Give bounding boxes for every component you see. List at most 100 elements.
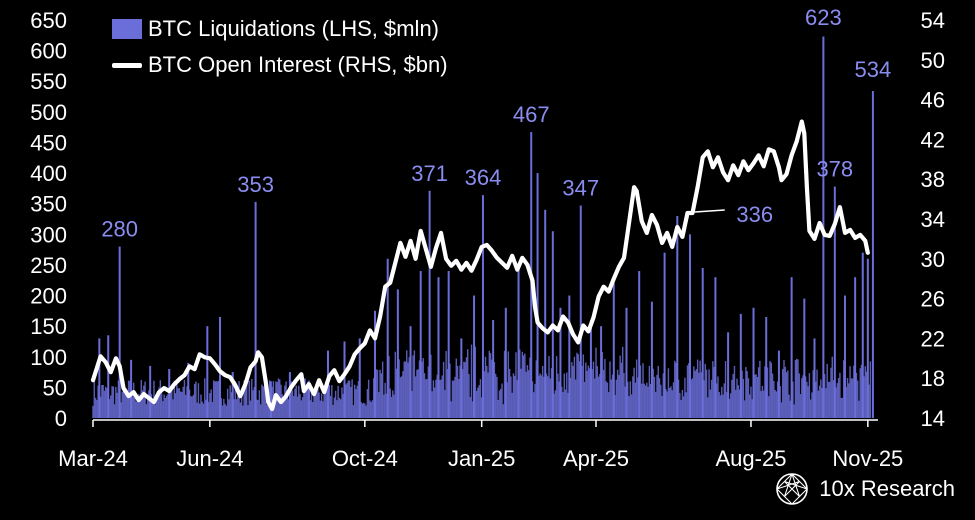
liquidation-bar — [396, 289, 399, 418]
liquidation-bar-background — [361, 403, 363, 418]
liquidation-bar-background — [843, 360, 845, 418]
liquidation-bar-background — [474, 346, 477, 418]
liquidation-bar-background — [296, 396, 299, 418]
liquidation-bar — [790, 277, 793, 418]
liquidation-bar-background — [563, 373, 565, 418]
liquidation-bar-background — [578, 361, 581, 418]
right-axis-tick-label: 38 — [921, 167, 945, 192]
liquidation-bar-background — [525, 371, 527, 418]
liquidation-bar-background — [331, 385, 333, 418]
liquidation-bar-background — [708, 369, 710, 418]
liquidation-bar-background — [301, 397, 304, 418]
liquidation-bar-background — [845, 387, 847, 418]
liquidation-bar-background — [541, 366, 544, 418]
liquidation-bar — [544, 209, 547, 418]
liquidation-bar-background — [446, 369, 449, 418]
liquidation-bar-background — [660, 384, 662, 418]
liquidation-bar-background — [662, 373, 665, 418]
liquidation-bar-background — [604, 358, 606, 418]
liquidation-bar-background — [514, 375, 516, 418]
liquidation-bar-background — [136, 397, 139, 418]
liquidation-bar-background — [257, 399, 259, 418]
liquidation-bar-background — [704, 363, 706, 418]
liquidation-bar-background — [454, 376, 456, 418]
liquidation-bar-background — [345, 384, 347, 418]
liquidation-bar-background — [182, 386, 184, 418]
liquidation-bar-background — [389, 388, 391, 418]
liquidation-bar-background — [392, 390, 394, 418]
liquidation-bar-background — [841, 397, 844, 418]
liquidation-bar-background — [557, 373, 559, 418]
right-axis-tick-label: 14 — [921, 406, 945, 431]
liquidation-bar-background — [484, 356, 487, 418]
liquidation-bar-background — [540, 375, 543, 418]
liquidation-bar — [447, 271, 450, 418]
liquidation-bar-background — [743, 400, 746, 418]
liquidation-bar-background — [719, 395, 722, 418]
liquidation-bar-background — [342, 393, 344, 418]
liquidation-bar-background — [350, 386, 352, 418]
liquidation-bar — [843, 295, 846, 418]
liquidation-bar-background — [399, 377, 402, 418]
liquidation-bar-background — [425, 379, 427, 418]
liquidation-bar-background — [783, 359, 785, 418]
liquidation-bar-background — [239, 402, 242, 418]
liquidation-bar — [689, 234, 692, 418]
liquidation-bar — [663, 252, 666, 418]
liquidation-bar-background — [120, 402, 122, 418]
liquidation-bar-background — [863, 376, 865, 418]
liquidation-bar-background — [493, 361, 496, 418]
liquidation-bar-background — [346, 383, 348, 418]
liquidation-bar-background — [829, 381, 831, 418]
liquidation-bar-background — [610, 379, 612, 418]
liquidation-bar-background — [155, 395, 158, 418]
liquidation-bar-background — [827, 381, 830, 418]
globe-lattice-icon — [776, 473, 809, 505]
liquidation-bar-background — [682, 396, 685, 418]
liquidation-bar — [676, 215, 679, 418]
liquidation-bar-background — [365, 405, 367, 418]
liquidation-bar-background — [853, 365, 855, 418]
liquidation-bar-background — [529, 357, 531, 418]
legend-swatch-line — [112, 62, 142, 68]
liquidation-bar-background — [666, 391, 668, 418]
liquidation-bar-background — [263, 386, 266, 418]
liquidation-bar-background — [511, 392, 513, 418]
liquidation-bar-background — [464, 362, 466, 418]
liquidation-bar-background — [196, 402, 198, 418]
liquidation-bar-background — [226, 388, 229, 418]
liquidation-bar-background — [696, 359, 699, 418]
liquidation-bar-background — [459, 365, 461, 418]
liquidation-bar-background — [414, 376, 417, 418]
liquidation-bar-background — [384, 382, 386, 418]
liquidation-bar-background — [685, 392, 687, 418]
liquidation-bar-background — [398, 359, 400, 418]
spike-annotations: 280 353 371 364 467 347 336 623 378 534 — [101, 5, 891, 242]
left-axis-tick-label: 100 — [30, 345, 67, 370]
liquidation-bar-background — [347, 380, 350, 418]
liquidation-bar-background — [733, 365, 736, 418]
liquidation-bar-background — [486, 365, 488, 418]
liquidation-bar-background — [146, 398, 149, 418]
liquidation-bar-background — [158, 387, 160, 418]
liquidation-bar-background — [121, 391, 123, 418]
liquidation-bar-background — [491, 359, 493, 418]
liquidation-bar-background — [427, 366, 430, 418]
liquidation-bar-background — [647, 386, 649, 418]
liquidation-bar-background — [138, 393, 140, 418]
liquidation-bar-background — [680, 399, 682, 418]
liquidation-bar-background — [229, 385, 231, 418]
legend-label-open-interest: BTC Open Interest (RHS, $bn) — [148, 52, 448, 77]
liquidation-bar-background — [594, 378, 596, 418]
liquidation-bar-background — [290, 381, 292, 418]
liquidation-bar-background — [357, 381, 360, 418]
spike-annotation-label: 378 — [816, 157, 853, 182]
liquidation-bar-background — [747, 378, 750, 418]
left-axis-tick-label: 200 — [30, 284, 67, 309]
x-axis-tick-label: Jan-25 — [448, 446, 515, 471]
liquidation-bar-background — [426, 378, 428, 418]
liquidation-bar-background — [431, 391, 433, 418]
liquidation-bar — [833, 186, 836, 418]
liquidation-bar-background — [602, 369, 605, 418]
liquidation-bar-background — [804, 376, 807, 418]
